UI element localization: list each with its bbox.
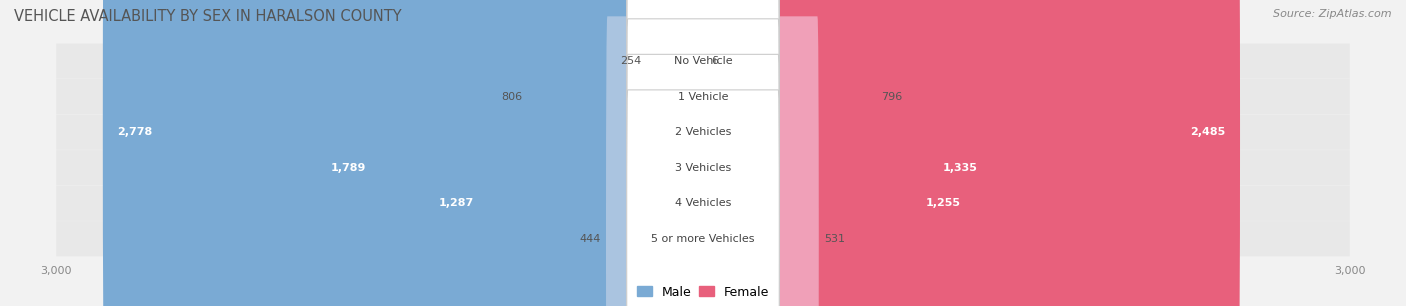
FancyBboxPatch shape: [627, 54, 779, 306]
FancyBboxPatch shape: [627, 90, 779, 306]
FancyBboxPatch shape: [627, 0, 779, 210]
FancyBboxPatch shape: [702, 0, 876, 306]
FancyBboxPatch shape: [56, 114, 1350, 150]
Text: 531: 531: [824, 234, 845, 244]
FancyBboxPatch shape: [103, 0, 704, 306]
Text: 796: 796: [882, 91, 903, 102]
Text: 444: 444: [579, 234, 600, 244]
FancyBboxPatch shape: [56, 186, 1350, 221]
Text: 1,335: 1,335: [943, 163, 979, 173]
Text: 1,789: 1,789: [330, 163, 366, 173]
Text: 806: 806: [502, 91, 523, 102]
FancyBboxPatch shape: [527, 0, 704, 306]
FancyBboxPatch shape: [627, 0, 779, 245]
FancyBboxPatch shape: [425, 0, 704, 306]
FancyBboxPatch shape: [56, 79, 1350, 114]
FancyBboxPatch shape: [647, 0, 704, 284]
Text: No Vehicle: No Vehicle: [673, 56, 733, 66]
Text: 2,778: 2,778: [117, 127, 152, 137]
FancyBboxPatch shape: [56, 43, 1350, 79]
FancyBboxPatch shape: [702, 0, 1240, 306]
FancyBboxPatch shape: [606, 16, 704, 306]
Text: 1 Vehicle: 1 Vehicle: [678, 91, 728, 102]
Text: 6: 6: [711, 56, 717, 66]
Text: 2,485: 2,485: [1191, 127, 1226, 137]
Text: 2 Vehicles: 2 Vehicles: [675, 127, 731, 137]
FancyBboxPatch shape: [627, 0, 779, 281]
FancyBboxPatch shape: [702, 0, 974, 306]
Text: VEHICLE AVAILABILITY BY SEX IN HARALSON COUNTY: VEHICLE AVAILABILITY BY SEX IN HARALSON …: [14, 9, 402, 24]
Text: 254: 254: [620, 56, 641, 66]
FancyBboxPatch shape: [627, 19, 779, 306]
FancyBboxPatch shape: [702, 0, 993, 306]
FancyBboxPatch shape: [56, 150, 1350, 185]
Text: 5 or more Vehicles: 5 or more Vehicles: [651, 234, 755, 244]
FancyBboxPatch shape: [56, 221, 1350, 256]
FancyBboxPatch shape: [316, 0, 704, 306]
Text: 1,255: 1,255: [925, 198, 960, 208]
FancyBboxPatch shape: [702, 16, 818, 306]
Text: 4 Vehicles: 4 Vehicles: [675, 198, 731, 208]
FancyBboxPatch shape: [702, 0, 706, 284]
Text: 3 Vehicles: 3 Vehicles: [675, 163, 731, 173]
Legend: Male, Female: Male, Female: [633, 282, 773, 302]
Text: 1,287: 1,287: [439, 198, 474, 208]
Text: Source: ZipAtlas.com: Source: ZipAtlas.com: [1274, 9, 1392, 19]
